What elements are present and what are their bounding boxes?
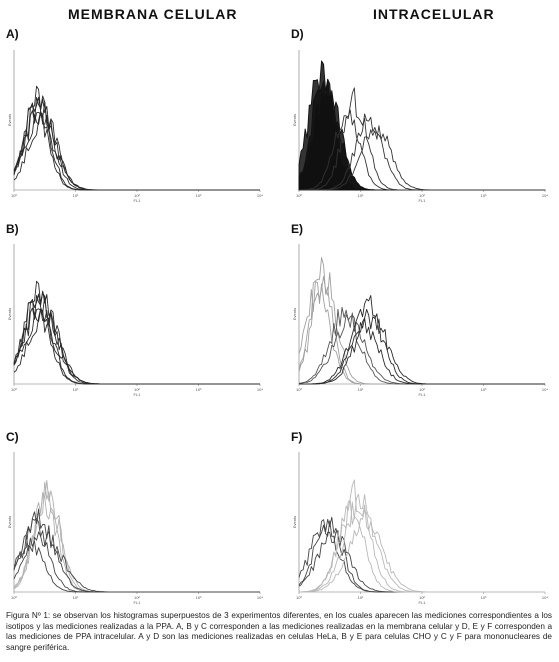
x-tick-label: 10⁰: [11, 595, 17, 600]
x-tick-label: 10⁴: [257, 193, 263, 198]
panel-label-a: A): [6, 27, 19, 41]
y-axis-label: Events: [7, 308, 12, 320]
histogram-series-2-curve-2: [299, 317, 545, 385]
panel-label-e: E): [291, 222, 303, 236]
x-axis-label: FL1: [419, 600, 427, 605]
x-tick-label: 10³: [481, 193, 487, 198]
x-tick-label: 10⁰: [296, 193, 302, 198]
histogram-series-0-curve-2: [298, 530, 545, 593]
x-tick-label: 10⁴: [542, 193, 548, 198]
histogram-b: 10⁰ 10¹ 10² 10³ 10⁴ FL1 Events: [7, 244, 263, 397]
x-tick-label: 10⁴: [257, 595, 263, 600]
x-tick-label: 10¹: [358, 595, 364, 600]
x-tick-label: 10¹: [358, 193, 364, 198]
x-tick-label: 10⁴: [542, 595, 548, 600]
column-title-intracelular: INTRACELULAR: [373, 6, 495, 22]
histogram-e: 10⁰ 10¹ 10² 10³ 10⁴ FL1 Events: [292, 244, 548, 397]
histogram-series-1-curve-0: [13, 508, 260, 593]
histogram-series-0-curve-5: [13, 309, 260, 385]
x-axis-label: FL1: [419, 392, 427, 397]
histogram-f: 10⁰ 10¹ 10² 10³ 10⁴ FL1 Events: [292, 452, 548, 605]
histogram-series-0-curve-4: [13, 308, 260, 385]
x-tick-label: 10²: [419, 595, 425, 600]
y-axis-label: Events: [292, 114, 297, 126]
plot-axes: [13, 452, 260, 593]
x-tick-label: 10³: [196, 595, 202, 600]
x-axis-label: FL1: [134, 600, 142, 605]
histogram-series-0-curve-2: [13, 95, 260, 191]
panel-label-b: B): [6, 222, 19, 236]
x-tick-label: 10³: [481, 595, 487, 600]
y-axis-label: Events: [292, 308, 297, 320]
x-axis-label: FL1: [134, 392, 142, 397]
histogram-a: 10⁰ 10¹ 10² 10³ 10⁴ FL1 Events: [7, 50, 263, 203]
column-title-membrana: MEMBRANA CELULAR: [68, 6, 238, 22]
x-axis-label: FL1: [134, 198, 142, 203]
x-tick-label: 10¹: [73, 387, 79, 392]
y-axis-label: Events: [292, 516, 297, 528]
x-tick-label: 10¹: [358, 387, 364, 392]
x-tick-label: 10²: [134, 193, 140, 198]
histogram-series-0-curve-1: [13, 96, 260, 191]
x-tick-label: 10²: [134, 595, 140, 600]
y-axis-label: Events: [7, 114, 12, 126]
x-tick-label: 10²: [134, 387, 140, 392]
x-tick-label: 10⁰: [296, 595, 302, 600]
histogram-c: 10⁰ 10¹ 10² 10³ 10⁴ FL1 Events: [7, 452, 263, 605]
panel-label-d: D): [291, 27, 304, 41]
x-tick-label: 10³: [196, 193, 202, 198]
x-tick-label: 10²: [419, 193, 425, 198]
histogram-series-1-curve-2: [298, 499, 545, 593]
plot-axes: [298, 452, 545, 593]
x-axis-label: FL1: [419, 198, 427, 203]
x-tick-label: 10¹: [73, 193, 79, 198]
x-tick-label: 10⁴: [542, 387, 548, 392]
panel-label-c: C): [6, 430, 19, 444]
histogram-series-0-curve-4: [13, 110, 260, 191]
histogram-series-0-curve-0: [13, 480, 260, 593]
y-axis-label: Events: [7, 516, 12, 528]
histogram-series-1-curve-3: [298, 509, 545, 593]
histogram-series-1-curve-3: [13, 534, 260, 593]
histogram-series-1-curve-3: [298, 109, 545, 191]
x-tick-label: 10³: [481, 387, 487, 392]
plot-axes: [298, 244, 545, 385]
x-tick-label: 10²: [419, 387, 425, 392]
x-tick-label: 10⁰: [11, 387, 17, 392]
x-tick-label: 10³: [196, 387, 202, 392]
histogram-series-0-curve-1: [13, 293, 260, 385]
histogram-series-0-curve-1: [298, 272, 545, 385]
panel-label-f: F): [291, 430, 303, 444]
x-tick-label: 10¹: [73, 595, 79, 600]
x-tick-label: 10⁰: [11, 193, 17, 198]
histogram-series-0-curve-5: [13, 112, 260, 191]
x-tick-label: 10⁴: [257, 387, 263, 392]
histogram-d: 10⁰ 10¹ 10² 10³ 10⁴ FL1 Events: [292, 50, 548, 203]
histogram-series-1-curve-1: [13, 518, 260, 593]
histogram-series-1-curve-2: [13, 530, 260, 593]
x-tick-label: 10⁰: [296, 387, 302, 392]
histogram-series-1-curve-1: [298, 493, 545, 593]
figure-caption: Figura Nº 1: se observan los histogramas…: [6, 611, 552, 652]
